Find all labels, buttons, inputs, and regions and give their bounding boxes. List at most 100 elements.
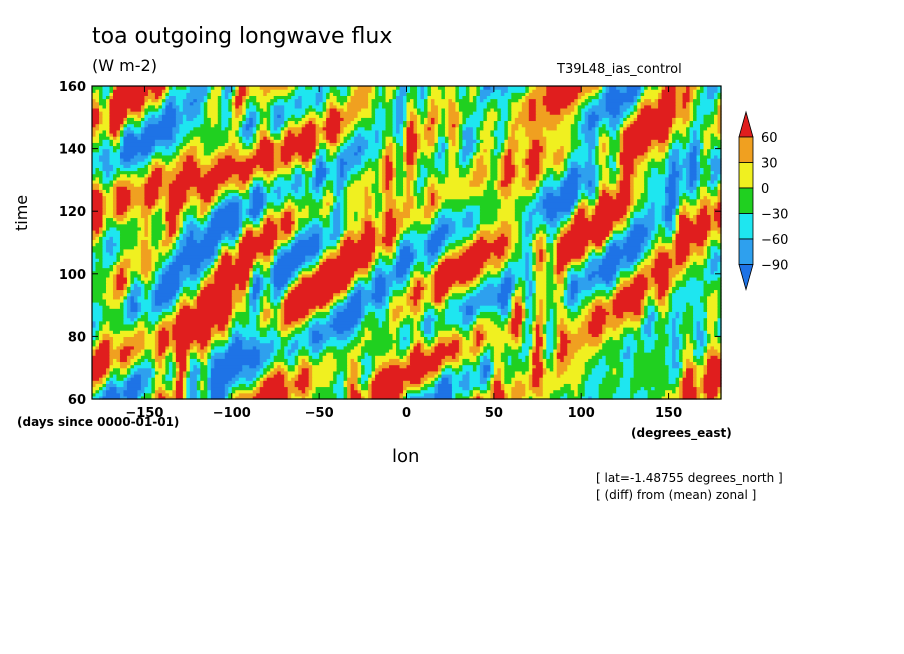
field-cell [542,330,547,334]
field-cell [217,251,222,256]
field-cell [312,377,334,381]
field-cell [112,261,118,266]
field-cell [210,214,215,219]
field-cell [270,258,275,262]
field-cell [158,314,166,319]
field-cell [507,308,512,312]
field-cell [679,373,684,378]
field-cell [154,267,159,272]
field-cell [161,208,166,212]
field-cell [654,301,659,306]
field-cell [333,229,341,234]
field-cell [116,261,121,266]
field-cell [532,208,547,212]
field-cell [672,292,705,297]
field-cell [490,251,495,256]
field-cell [413,245,425,250]
field-cell [235,251,240,256]
field-cell [546,370,558,375]
field-cell [179,301,191,306]
field-cell [273,314,278,319]
field-cell [308,311,313,316]
field-cell [511,358,523,363]
field-cell [147,314,159,319]
field-cell [462,348,470,353]
field-cell [193,236,205,240]
field-cell [413,323,418,328]
field-cell [668,267,684,272]
field-cell [528,211,537,215]
field-cell [584,317,593,322]
field-cell [126,370,132,375]
field-cell [609,233,614,237]
field-cell [500,355,509,359]
field-cell [186,292,198,297]
field-cell [231,389,236,394]
field-cell [371,370,376,375]
field-cell [535,242,544,247]
field-cell [375,283,387,287]
field-cell [109,320,125,325]
field-cell [542,239,547,244]
field-cell [651,261,656,266]
field-cell [560,236,607,240]
field-cell [406,352,411,356]
field-cell [350,373,359,378]
field-cell [294,364,299,369]
field-cell [644,298,649,303]
field-cell [532,389,544,394]
field-cell [570,283,579,287]
field-cell [637,264,645,269]
field-cell [630,233,649,237]
field-cell [238,251,257,256]
field-cell [532,223,540,228]
field-cell [542,383,565,388]
field-cell [312,323,331,328]
field-cell [154,270,163,275]
field-cell [546,361,554,366]
field-cell [686,267,705,272]
field-cell [217,245,222,250]
field-cell [147,292,152,297]
field-cell [249,364,257,369]
field-cell [245,295,250,300]
field-cell [291,280,296,284]
field-cell [217,204,226,209]
field-cell [350,327,355,331]
field-cell [504,270,512,275]
field-cell [542,336,547,341]
field-cell [147,295,152,300]
field-cell [133,245,142,250]
field-cell [95,264,104,269]
field-cell [539,305,544,309]
field-cell [602,242,607,247]
field-cell [623,330,642,334]
field-cell [154,289,177,294]
field-cell [514,314,523,319]
field-cell [679,286,705,291]
field-cell [130,261,142,266]
field-cell [483,367,491,372]
field-cell [672,345,680,350]
field-cell [525,286,530,291]
field-cell [200,342,208,347]
field-cell [553,239,558,244]
field-cell [92,395,100,400]
field-cell [154,370,159,375]
field-cell [270,370,278,375]
field-cell [423,320,432,325]
field-cell [427,236,432,240]
field-cell [280,292,285,297]
field-cell [444,298,450,303]
field-cell [291,211,296,215]
field-cell [210,352,215,356]
field-cell [612,236,624,240]
field-cell [168,220,177,225]
field-cell [584,208,589,212]
field-cell [549,395,561,400]
field-cell [525,233,530,237]
field-cell [273,280,289,284]
field-cell [542,314,547,319]
field-cell [92,348,97,353]
field-cell [186,276,191,281]
